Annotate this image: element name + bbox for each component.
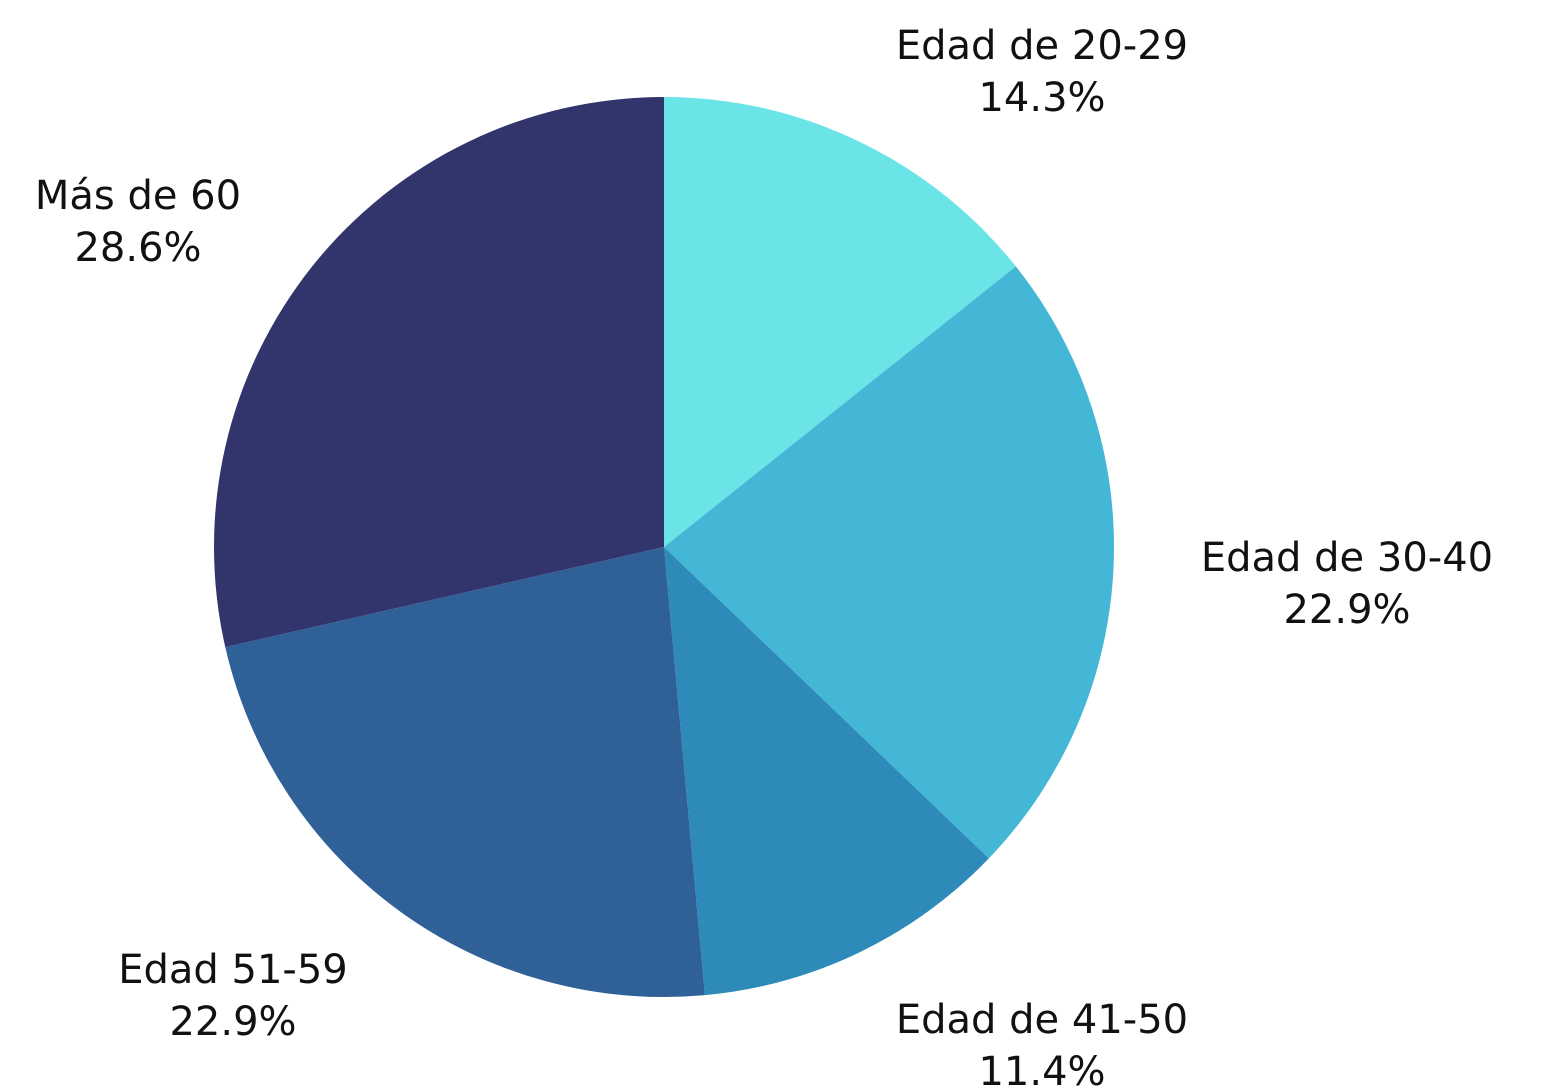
slice-percent-edad-de-30-40: 22.9% [1283, 587, 1410, 633]
pie-slice-edad-de-30-40 [664, 266, 1115, 859]
slice-label-edad-de-41-50: Edad de 41-50 [896, 997, 1188, 1043]
slice-percent-edad-51-59: 22.9% [169, 999, 296, 1045]
slice-label-edad-de-30-40: Edad de 30-40 [1201, 535, 1493, 581]
slice-label-mas-de-60: Más de 60 [35, 173, 241, 219]
pie-slice-edad-51-59 [225, 547, 705, 998]
pie-slices [213, 97, 1115, 998]
slice-label-edad-de-20-29: Edad de 20-29 [896, 23, 1188, 69]
pie-labels: Edad de 20-29 14.3% Edad de 30-40 22.9% Edad… [35, 23, 1493, 1088]
slice-percent-edad-de-20-29: 14.3% [978, 75, 1105, 121]
pie-slice-edad-de-41-50 [664, 547, 989, 996]
slice-label-edad-51-59: Edad 51-59 [118, 947, 348, 993]
slice-percent-mas-de-60: 28.6% [74, 225, 201, 271]
pie-slice-mas-de-60 [213, 97, 665, 648]
slice-percent-edad-de-41-50: 11.4% [978, 1049, 1105, 1088]
pie-slice-edad-de-20-29 [664, 97, 1016, 547]
